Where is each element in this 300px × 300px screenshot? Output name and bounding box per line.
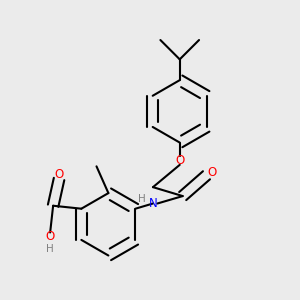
Text: O: O: [46, 230, 55, 243]
Text: H: H: [46, 244, 54, 254]
Text: O: O: [175, 154, 184, 167]
Text: N: N: [148, 197, 157, 210]
Text: O: O: [54, 168, 64, 181]
Text: H: H: [138, 194, 146, 204]
Text: O: O: [208, 166, 217, 179]
